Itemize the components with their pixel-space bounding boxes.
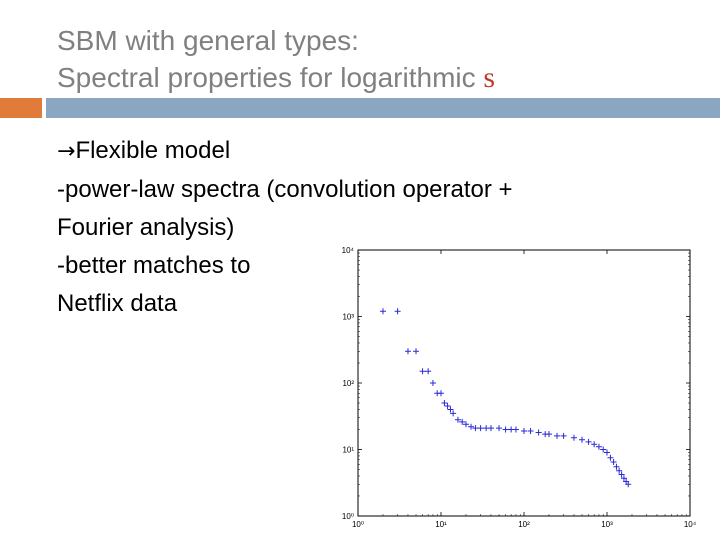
body-line: -better matches to: [57, 252, 251, 279]
data-point: [545, 431, 552, 438]
data-point: [438, 390, 444, 397]
data-point: [404, 348, 411, 355]
x-tick-label: 10²: [518, 520, 530, 529]
data-point: [487, 425, 494, 432]
x-tick-label: 10¹: [435, 520, 447, 529]
x-tick-label: 10⁰: [352, 520, 364, 529]
data-point: [496, 425, 503, 432]
data-point: [472, 425, 479, 432]
data-point: [441, 400, 448, 407]
bullet-text: Flexible model: [75, 137, 231, 164]
data-point: [459, 418, 466, 425]
right-arrow-icon: →: [57, 139, 76, 164]
data-point: [425, 368, 432, 375]
data-point: [502, 426, 509, 433]
data-point: [394, 308, 401, 315]
data-point: [560, 432, 567, 439]
title-rule-bar: [46, 98, 720, 118]
data-point: [616, 467, 623, 474]
data-point: [618, 471, 625, 478]
plot-frame: [357, 249, 691, 517]
data-point: [444, 403, 451, 410]
data-point: [613, 463, 620, 470]
body-line: Fourier analysis): [57, 214, 235, 241]
data-point: [585, 438, 592, 445]
title-variable-s: s: [483, 61, 496, 94]
data-point: [600, 446, 607, 453]
data-point: [570, 434, 577, 441]
data-point: [413, 348, 420, 355]
data-point: [477, 425, 484, 432]
data-point: [595, 443, 602, 450]
data-point: [454, 416, 461, 423]
bullet-flexible-model: →Flexible model: [57, 132, 667, 171]
x-tick-label: 10³: [601, 520, 613, 529]
data-point: [462, 421, 469, 428]
title-line-2-text: Spectral properties for logarithmic: [57, 62, 484, 93]
y-tick-label: 10²: [342, 379, 354, 388]
slide-body: →Flexible model -power-law spectra (conv…: [57, 132, 667, 323]
data-point: [554, 432, 561, 439]
data-point: [512, 426, 519, 433]
body-line: -power-law spectra (convolution operator…: [57, 176, 513, 203]
data-point: [625, 481, 632, 488]
spectrum-plot: 10⁰ 10¹ 10² 10³ 10⁴ 10⁰ 10¹ 10² 10³ 10⁴: [342, 246, 697, 529]
data-point: [419, 368, 426, 375]
data-point: [579, 436, 586, 443]
slide-title: SBM with general types: Spectral propert…: [57, 22, 697, 96]
data-point: [468, 423, 475, 430]
data-point: [607, 454, 614, 461]
data-point: [610, 458, 617, 465]
data-point: [620, 475, 627, 482]
y-tick-label: 10⁰: [342, 512, 354, 521]
y-tick-label: 10⁴: [342, 246, 355, 255]
data-point: [521, 427, 527, 434]
data-point: [604, 449, 610, 456]
data-point: [379, 308, 386, 315]
body-line: Netflix data: [57, 290, 178, 317]
data-point: [591, 441, 598, 448]
x-tick-label: 10⁴: [684, 520, 697, 529]
data-point: [429, 380, 436, 386]
data-point: [535, 429, 542, 436]
y-tick-label: 10¹: [342, 446, 354, 455]
data-point: [527, 427, 534, 434]
data-point: [450, 410, 457, 417]
title-line-1: SBM with general types:: [57, 25, 359, 56]
data-point: [447, 406, 454, 413]
title-line-2: Spectral properties for logarithmic s: [57, 59, 697, 96]
y-tick-label: 10³: [342, 313, 354, 322]
title-rule-accent: [0, 98, 42, 118]
